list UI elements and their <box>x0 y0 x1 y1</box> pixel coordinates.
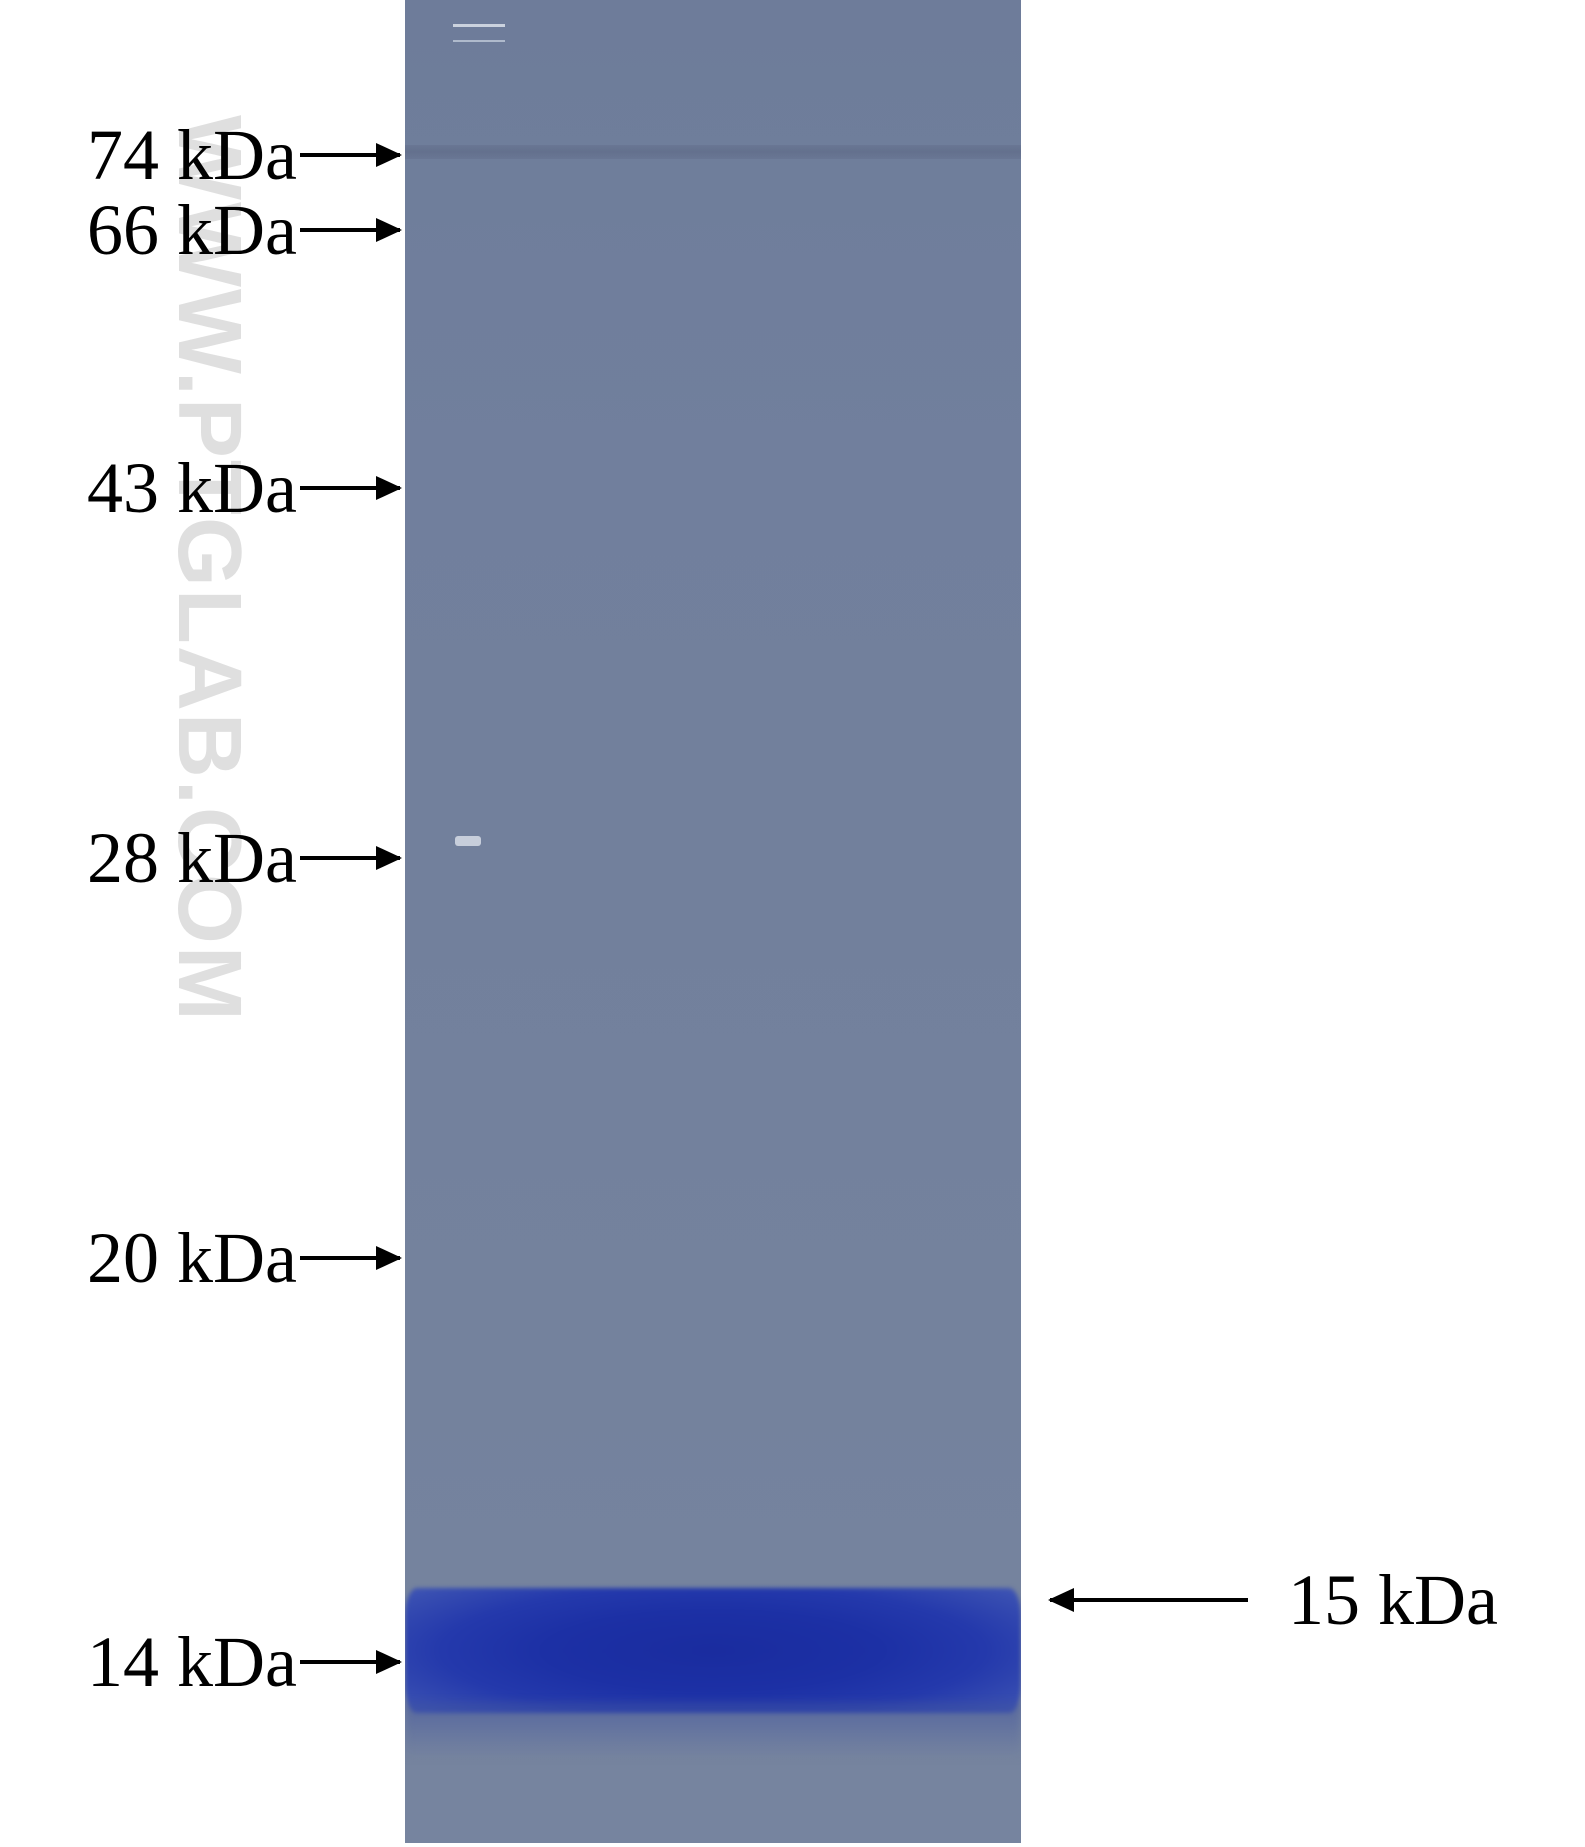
protein-band-smear <box>405 1702 1021 1757</box>
gel-well-mark <box>453 24 505 42</box>
protein-label-15kda: 15 kDa <box>1288 1564 1498 1636</box>
protein-arrow-15kda <box>1050 1598 1248 1602</box>
marker-arrow-66kda <box>300 228 400 232</box>
marker-label-66kda: 66 kDa <box>87 194 297 266</box>
marker-arrow-14kda <box>300 1660 400 1664</box>
marker-arrow-74kda <box>300 153 400 157</box>
marker-label-43kda: 43 kDa <box>87 452 297 524</box>
marker-mark-28kda <box>455 836 481 846</box>
marker-arrow-28kda <box>300 856 400 860</box>
protein-band-15kda <box>405 1588 1021 1713</box>
marker-label-28kda: 28 kDa <box>87 822 297 894</box>
marker-label-74kda: 74 kDa <box>87 119 297 191</box>
gel-lane <box>405 0 1021 1843</box>
marker-arrow-43kda <box>300 486 400 490</box>
marker-label-20kda: 20 kDa <box>87 1222 297 1294</box>
faint-band-74kda <box>405 145 1021 159</box>
marker-label-14kda: 14 kDa <box>87 1626 297 1698</box>
marker-arrow-20kda <box>300 1256 400 1260</box>
